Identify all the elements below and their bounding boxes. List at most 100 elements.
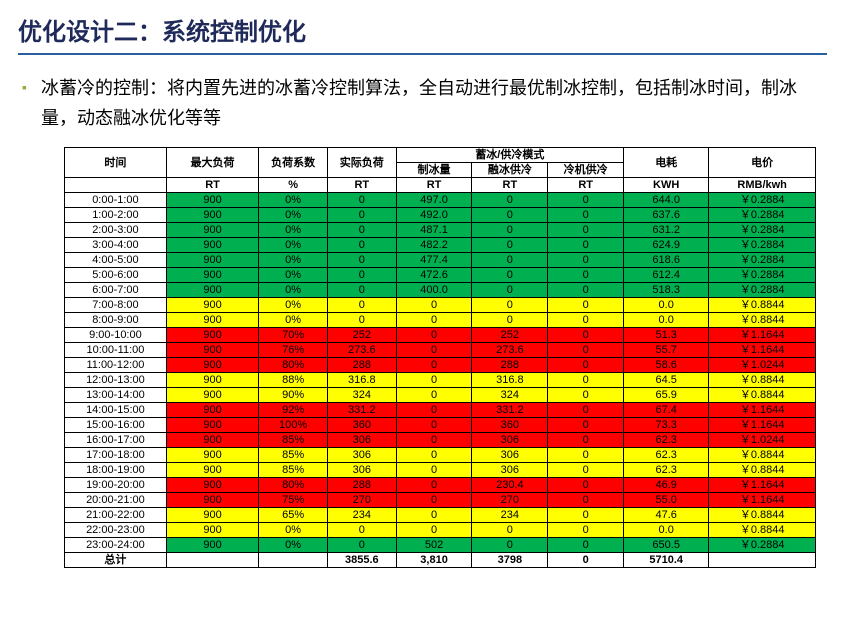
cell-chiller: 0 xyxy=(548,493,624,508)
cell-chiller: 0 xyxy=(548,298,624,313)
cell-ice: 0 xyxy=(396,448,472,463)
table-row: 11:00-12:0090080%2880288058.6￥1.0244 xyxy=(65,358,816,373)
th-group: 蓄冰/供冷模式 xyxy=(396,148,623,163)
cell-actual: 306 xyxy=(327,433,396,448)
cell-time: 8:00-9:00 xyxy=(65,313,167,328)
cell-ice: 0 xyxy=(396,373,472,388)
schedule-table: 时间 最大负荷 负荷系数 实际负荷 蓄冰/供冷模式 电耗 电价 制冰量 融冰供冷… xyxy=(64,147,816,568)
cell-price: ￥0.2884 xyxy=(709,223,816,238)
cell-melt: 0 xyxy=(472,313,548,328)
cell-time: 17:00-18:00 xyxy=(65,448,167,463)
table-row: 10:00-11:0090076%273.60273.6055.7￥1.1644 xyxy=(65,343,816,358)
cell-maxload: 900 xyxy=(166,283,258,298)
totals-ice: 3,810 xyxy=(396,553,472,568)
header-row-1: 时间 最大负荷 负荷系数 实际负荷 蓄冰/供冷模式 电耗 电价 xyxy=(65,148,816,163)
cell-price: ￥0.8844 xyxy=(709,508,816,523)
th-energy: 电耗 xyxy=(624,148,709,178)
cell-price: ￥1.1644 xyxy=(709,403,816,418)
cell-maxload: 900 xyxy=(166,208,258,223)
cell-melt: 0 xyxy=(472,523,548,538)
cell-energy: 644.0 xyxy=(624,193,709,208)
cell-actual: 331.2 xyxy=(327,403,396,418)
cell-actual: 0 xyxy=(327,238,396,253)
cell-melt: 0 xyxy=(472,193,548,208)
cell-actual: 234 xyxy=(327,508,396,523)
cell-time: 3:00-4:00 xyxy=(65,238,167,253)
table-row: 17:00-18:0090085%3060306062.3￥0.8844 xyxy=(65,448,816,463)
cell-coef: 0% xyxy=(259,538,328,553)
cell-energy: 62.3 xyxy=(624,433,709,448)
cell-energy: 55.7 xyxy=(624,343,709,358)
cell-price: ￥0.2884 xyxy=(709,238,816,253)
cell-coef: 65% xyxy=(259,508,328,523)
cell-actual: 0 xyxy=(327,223,396,238)
cell-chiller: 0 xyxy=(548,538,624,553)
cell-actual: 0 xyxy=(327,298,396,313)
totals-label: 总计 xyxy=(65,553,167,568)
cell-energy: 0.0 xyxy=(624,523,709,538)
unit-chiller: RT xyxy=(548,178,624,193)
cell-coef: 0% xyxy=(259,238,328,253)
cell-chiller: 0 xyxy=(548,388,624,403)
cell-maxload: 900 xyxy=(166,463,258,478)
cell-price: ￥1.1644 xyxy=(709,478,816,493)
cell-energy: 618.6 xyxy=(624,253,709,268)
totals-blank1 xyxy=(166,553,258,568)
cell-price: ￥0.8844 xyxy=(709,373,816,388)
cell-time: 2:00-3:00 xyxy=(65,223,167,238)
cell-energy: 518.3 xyxy=(624,283,709,298)
unit-price: RMB/kwh xyxy=(709,178,816,193)
cell-ice: 400.0 xyxy=(396,283,472,298)
cell-energy: 624.9 xyxy=(624,238,709,253)
cell-ice: 497.0 xyxy=(396,193,472,208)
cell-energy: 67.4 xyxy=(624,403,709,418)
table-row: 2:00-3:009000%0487.100631.2￥0.2884 xyxy=(65,223,816,238)
unit-actual: RT xyxy=(327,178,396,193)
cell-ice: 0 xyxy=(396,433,472,448)
table-row: 22:00-23:009000%00000.0￥0.8844 xyxy=(65,523,816,538)
cell-ice: 0 xyxy=(396,493,472,508)
cell-melt: 0 xyxy=(472,283,548,298)
cell-actual: 0 xyxy=(327,283,396,298)
cell-ice: 492.0 xyxy=(396,208,472,223)
table-row: 19:00-20:0090080%2880230.4046.9￥1.1644 xyxy=(65,478,816,493)
cell-time: 6:00-7:00 xyxy=(65,283,167,298)
page-title: 优化设计二：系统控制优化 xyxy=(18,12,827,55)
cell-energy: 73.3 xyxy=(624,418,709,433)
bullet-block: ▪ 冰蓄冷的控制：将内置先进的冰蓄冷控制算法，全自动进行最优制冰控制，包括制冰时… xyxy=(22,73,827,133)
cell-ice: 0 xyxy=(396,358,472,373)
table-row: 14:00-15:0090092%331.20331.2067.4￥1.1644 xyxy=(65,403,816,418)
cell-price: ￥1.1644 xyxy=(709,418,816,433)
cell-ice: 482.2 xyxy=(396,238,472,253)
unit-maxload: RT xyxy=(166,178,258,193)
cell-actual: 273.6 xyxy=(327,343,396,358)
cell-chiller: 0 xyxy=(548,418,624,433)
totals-melt: 3798 xyxy=(472,553,548,568)
cell-time: 21:00-22:00 xyxy=(65,508,167,523)
table-row: 20:00-21:0090075%2700270055.0￥1.1644 xyxy=(65,493,816,508)
cell-melt: 0 xyxy=(472,238,548,253)
cell-time: 12:00-13:00 xyxy=(65,373,167,388)
cell-energy: 62.3 xyxy=(624,448,709,463)
cell-coef: 85% xyxy=(259,448,328,463)
cell-chiller: 0 xyxy=(548,463,624,478)
cell-melt: 234 xyxy=(472,508,548,523)
cell-melt: 331.2 xyxy=(472,403,548,418)
cell-energy: 637.6 xyxy=(624,208,709,223)
cell-ice: 502 xyxy=(396,538,472,553)
cell-actual: 0 xyxy=(327,253,396,268)
unit-melt: RT xyxy=(472,178,548,193)
cell-melt: 0 xyxy=(472,253,548,268)
cell-melt: 306 xyxy=(472,433,548,448)
cell-maxload: 900 xyxy=(166,418,258,433)
cell-price: ￥0.8844 xyxy=(709,463,816,478)
cell-energy: 47.6 xyxy=(624,508,709,523)
cell-melt: 316.8 xyxy=(472,373,548,388)
cell-maxload: 900 xyxy=(166,448,258,463)
cell-coef: 0% xyxy=(259,523,328,538)
cell-maxload: 900 xyxy=(166,193,258,208)
cell-time: 15:00-16:00 xyxy=(65,418,167,433)
cell-actual: 270 xyxy=(327,493,396,508)
cell-price: ￥0.2884 xyxy=(709,208,816,223)
cell-maxload: 900 xyxy=(166,373,258,388)
